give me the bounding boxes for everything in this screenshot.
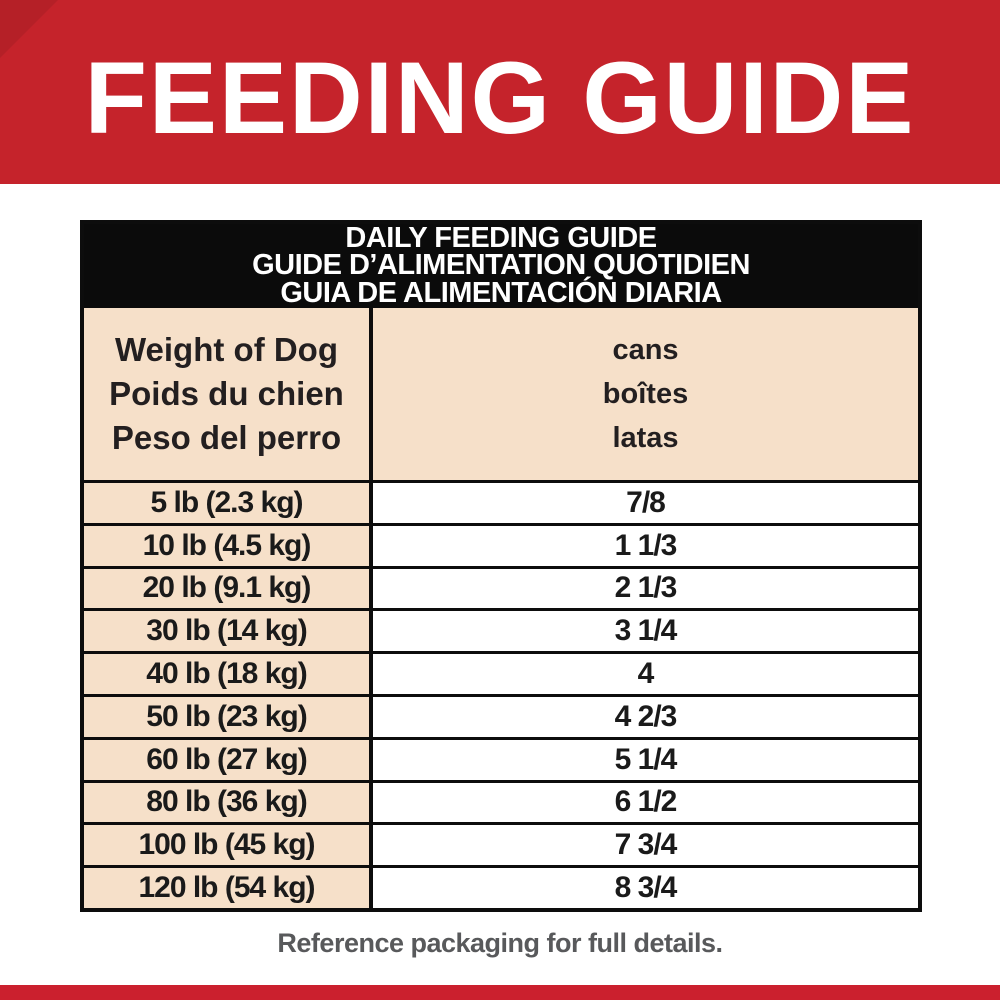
table-row: 80 lb (36 kg) 6 1/2 bbox=[84, 779, 918, 823]
weight-value: 20 lb (9.1 kg) bbox=[84, 568, 373, 609]
cans-column-header: cans boîtes latas bbox=[373, 308, 918, 480]
reference-note: Reference packaging for full details. bbox=[277, 928, 723, 958]
table-row: 120 lb (54 kg) 8 3/4 bbox=[84, 865, 918, 908]
banner-corner-fold bbox=[0, 0, 58, 58]
cans-value: 8 3/4 bbox=[373, 868, 918, 908]
table-row: 30 lb (14 kg) 3 1/4 bbox=[84, 608, 918, 652]
cans-value: 7/8 bbox=[373, 483, 918, 523]
table-title-line-fr: GUIDE D’ALIMENTATION QUOTIDIEN bbox=[252, 249, 750, 282]
table-row: 100 lb (45 kg) 7 3/4 bbox=[84, 822, 918, 866]
daily-feeding-guide-table: DAILY FEEDING GUIDE GUIDE D’ALIMENTATION… bbox=[80, 220, 922, 912]
cans-header-en: cans bbox=[612, 334, 679, 366]
cans-value: 4 2/3 bbox=[373, 696, 918, 737]
feeding-guide-banner: FEEDING GUIDE bbox=[0, 0, 1000, 184]
weight-column-header: Weight of Dog Poids du chien Peso del pe… bbox=[84, 308, 373, 480]
cans-value: 5 1/4 bbox=[373, 739, 918, 780]
weight-value: 40 lb (18 kg) bbox=[84, 654, 373, 694]
cans-value: 7 3/4 bbox=[373, 825, 918, 866]
weight-value: 120 lb (54 kg) bbox=[84, 868, 373, 908]
weight-value: 30 lb (14 kg) bbox=[84, 611, 373, 652]
table-row: 20 lb (9.1 kg) 2 1/3 bbox=[84, 565, 918, 609]
weight-value: 60 lb (27 kg) bbox=[84, 739, 373, 780]
cans-value: 2 1/3 bbox=[373, 568, 918, 609]
table-title-band: DAILY FEEDING GUIDE GUIDE D’ALIMENTATION… bbox=[84, 224, 918, 308]
bottom-red-strip bbox=[0, 985, 1000, 1000]
column-headers-row: Weight of Dog Poids du chien Peso del pe… bbox=[84, 308, 918, 480]
weight-header-en: Weight of Dog bbox=[114, 331, 338, 368]
banner-title: FEEDING GUIDE bbox=[84, 41, 916, 155]
weight-value: 50 lb (23 kg) bbox=[84, 696, 373, 737]
weight-header-es: Peso del perro bbox=[111, 419, 342, 456]
cans-value: 4 bbox=[373, 654, 918, 694]
cans-value: 3 1/4 bbox=[373, 611, 918, 652]
weight-value: 80 lb (36 kg) bbox=[84, 782, 373, 823]
weight-header-fr: Poids du chien bbox=[109, 375, 344, 412]
weight-value: 10 lb (4.5 kg) bbox=[84, 525, 373, 566]
table-row: 60 lb (27 kg) 5 1/4 bbox=[84, 736, 918, 780]
table-row: 5 lb (2.3 kg) 7/8 bbox=[84, 480, 918, 523]
cans-value: 1 1/3 bbox=[373, 525, 918, 566]
table-title-line-en: DAILY FEEDING GUIDE bbox=[345, 221, 657, 254]
table-body: 5 lb (2.3 kg) 7/8 10 lb (4.5 kg) 1 1/3 2… bbox=[84, 480, 918, 908]
weight-value: 100 lb (45 kg) bbox=[84, 825, 373, 866]
weight-value: 5 lb (2.3 kg) bbox=[84, 483, 373, 523]
table-title-line-es: GUIA DE ALIMENTACIÓN DIARIA bbox=[280, 276, 722, 309]
cans-header-es: latas bbox=[612, 422, 679, 454]
table-row: 40 lb (18 kg) 4 bbox=[84, 651, 918, 694]
table-row: 10 lb (4.5 kg) 1 1/3 bbox=[84, 522, 918, 566]
cans-header-fr: boîtes bbox=[602, 378, 689, 410]
cans-value: 6 1/2 bbox=[373, 782, 918, 823]
table-row: 50 lb (23 kg) 4 2/3 bbox=[84, 693, 918, 737]
